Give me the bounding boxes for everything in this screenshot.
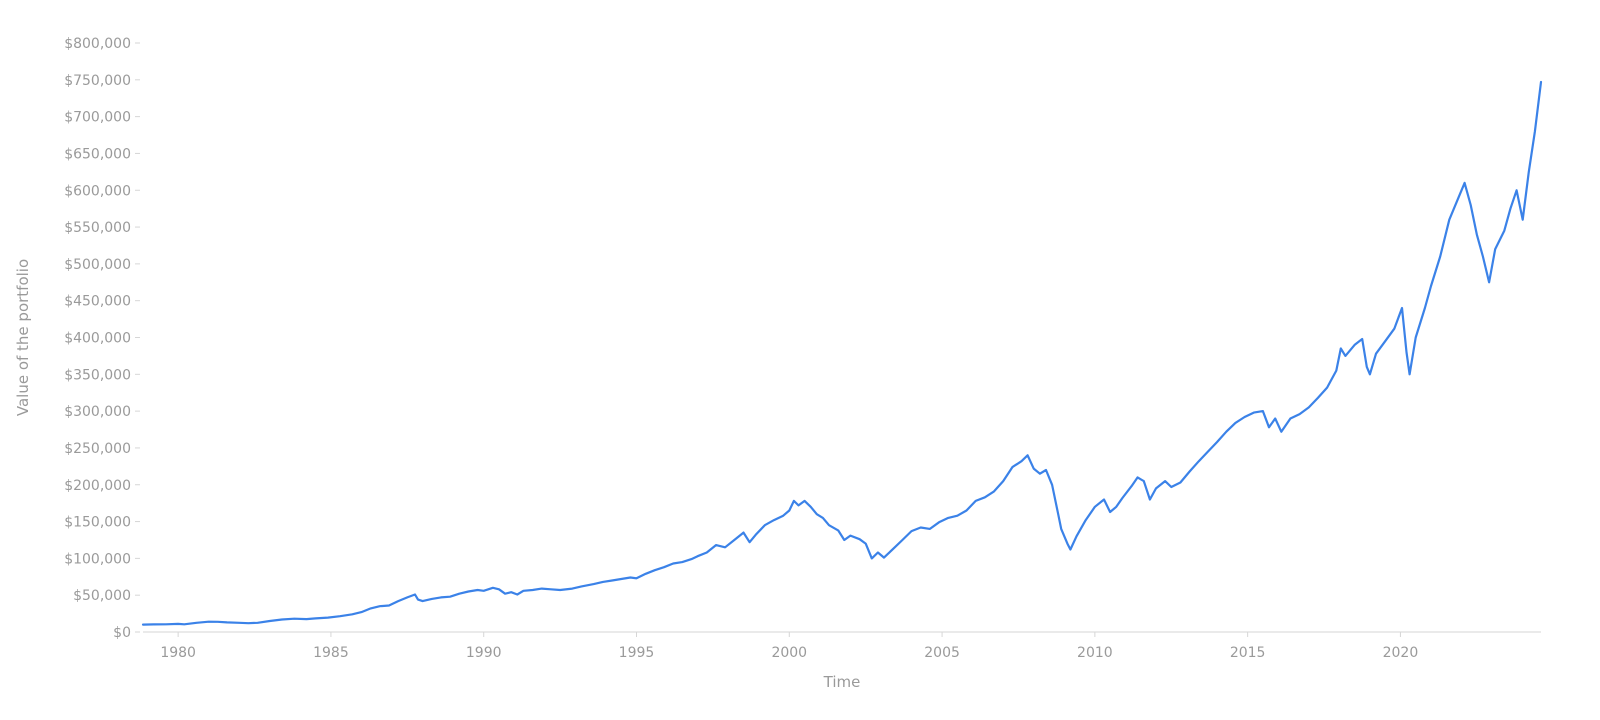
portfolio-value-line	[141, 80, 1543, 626]
x-tick-label: 1990	[466, 645, 502, 661]
y-tick-label: $750,000	[64, 73, 131, 89]
y-tick-label: $150,000	[64, 515, 131, 531]
y-tick-label: $100,000	[64, 551, 131, 567]
x-tick-label: 1995	[619, 645, 655, 661]
x-tick-label: 1985	[313, 645, 349, 661]
x-tick-label: 2015	[1230, 645, 1266, 661]
x-tick-label: 1980	[160, 645, 196, 661]
y-tick-label: $350,000	[64, 367, 131, 383]
x-tick-label: 2005	[924, 645, 960, 661]
plot-area	[141, 80, 1543, 626]
x-axis: 1980 1985 1990 1995 2000 2005 2010 2015 2020	[143, 631, 1541, 661]
y-tick-label: $500,000	[64, 257, 131, 273]
x-tick-label: 2010	[1077, 645, 1113, 661]
y-tick-label: $600,000	[64, 183, 131, 199]
y-tick-label: $0	[113, 625, 131, 641]
y-tick-label: $300,000	[64, 404, 131, 420]
x-tick-label: 2000	[771, 645, 807, 661]
y-axis-title: Value of the portfolio	[14, 259, 32, 416]
y-tick-label: $650,000	[64, 146, 131, 162]
y-tick-label: $50,000	[73, 588, 131, 604]
y-tick-label: $550,000	[64, 220, 131, 236]
x-tick-label: 2020	[1383, 645, 1419, 661]
y-tick-label: $200,000	[64, 478, 131, 494]
y-tick-label: $250,000	[64, 441, 131, 457]
y-tick-label: $400,000	[64, 331, 131, 347]
y-tick-label: $800,000	[64, 36, 131, 52]
y-tick-label: $450,000	[64, 294, 131, 310]
y-axis: $0 $50,000 $100,000 $150,000 $200,000 $250,00…	[64, 36, 140, 641]
y-tick-label: $700,000	[64, 110, 131, 126]
x-axis-title: Time	[823, 673, 861, 691]
